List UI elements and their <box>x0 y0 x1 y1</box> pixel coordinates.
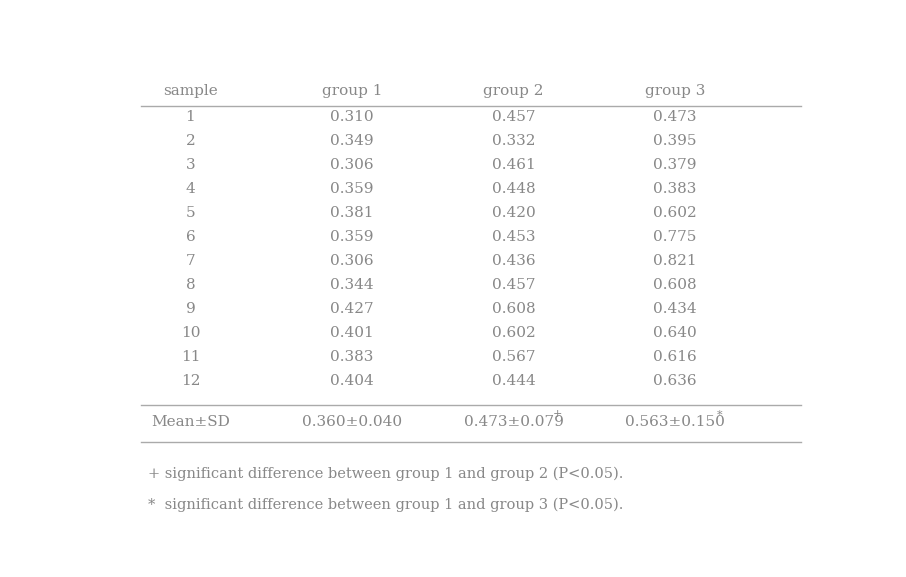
Text: 0.383: 0.383 <box>653 182 697 196</box>
Text: 0.344: 0.344 <box>330 278 374 292</box>
Text: 0.608: 0.608 <box>653 278 697 292</box>
Text: 0.563±0.150: 0.563±0.150 <box>625 415 725 429</box>
Text: 0.821: 0.821 <box>653 254 697 268</box>
Text: 0.420: 0.420 <box>492 206 535 220</box>
Text: 0.567: 0.567 <box>492 350 535 364</box>
Text: 5: 5 <box>186 206 196 220</box>
Text: 0.401: 0.401 <box>330 325 374 340</box>
Text: 0.310: 0.310 <box>330 110 374 124</box>
Text: 0.379: 0.379 <box>653 158 697 172</box>
Text: 3: 3 <box>186 158 196 172</box>
Text: 0.395: 0.395 <box>653 134 697 148</box>
Text: 0.332: 0.332 <box>492 134 535 148</box>
Text: Mean±SD: Mean±SD <box>151 415 230 429</box>
Text: 0.360±0.040: 0.360±0.040 <box>302 415 402 429</box>
Text: 12: 12 <box>180 374 200 388</box>
Text: *  significant difference between group 1 and group 3 (P<0.05).: * significant difference between group 1… <box>149 497 623 512</box>
Text: 0.640: 0.640 <box>653 325 697 340</box>
Text: 0.457: 0.457 <box>492 278 535 292</box>
Text: 0.349: 0.349 <box>330 134 374 148</box>
Text: 0.448: 0.448 <box>492 182 535 196</box>
Text: 1: 1 <box>186 110 196 124</box>
Text: 0.359: 0.359 <box>330 230 374 243</box>
Text: 0.306: 0.306 <box>330 254 374 268</box>
Text: 0.453: 0.453 <box>492 230 535 243</box>
Text: + significant difference between group 1 and group 2 (P<0.05).: + significant difference between group 1… <box>149 466 623 481</box>
Text: 0.473±0.079: 0.473±0.079 <box>464 415 564 429</box>
Text: 0.436: 0.436 <box>492 254 535 268</box>
Text: 8: 8 <box>186 278 196 292</box>
Text: 0.602: 0.602 <box>492 325 535 340</box>
Text: group 3: group 3 <box>645 84 705 99</box>
Text: 0.461: 0.461 <box>492 158 535 172</box>
Text: 0.404: 0.404 <box>330 374 374 388</box>
Text: 0.359: 0.359 <box>330 182 374 196</box>
Text: 0.602: 0.602 <box>653 206 697 220</box>
Text: 0.434: 0.434 <box>653 302 697 316</box>
Text: 0.636: 0.636 <box>653 374 697 388</box>
Text: 2: 2 <box>186 134 196 148</box>
Text: 0.616: 0.616 <box>653 350 697 364</box>
Text: 0.775: 0.775 <box>653 230 697 243</box>
Text: 0.608: 0.608 <box>492 302 535 316</box>
Text: 0.306: 0.306 <box>330 158 374 172</box>
Text: 0.427: 0.427 <box>330 302 374 316</box>
Text: group 2: group 2 <box>483 84 544 99</box>
Text: 0.383: 0.383 <box>331 350 373 364</box>
Text: 11: 11 <box>180 350 200 364</box>
Text: *: * <box>717 410 722 419</box>
Text: +: + <box>553 410 563 419</box>
Text: 6: 6 <box>186 230 196 243</box>
Text: group 1: group 1 <box>322 84 382 99</box>
Text: 10: 10 <box>180 325 200 340</box>
Text: 4: 4 <box>186 182 196 196</box>
Text: 0.444: 0.444 <box>492 374 535 388</box>
Text: 7: 7 <box>186 254 196 268</box>
Text: 0.473: 0.473 <box>653 110 697 124</box>
Text: 9: 9 <box>186 302 196 316</box>
Text: 0.457: 0.457 <box>492 110 535 124</box>
Text: 0.381: 0.381 <box>330 206 374 220</box>
Text: sample: sample <box>163 84 217 99</box>
